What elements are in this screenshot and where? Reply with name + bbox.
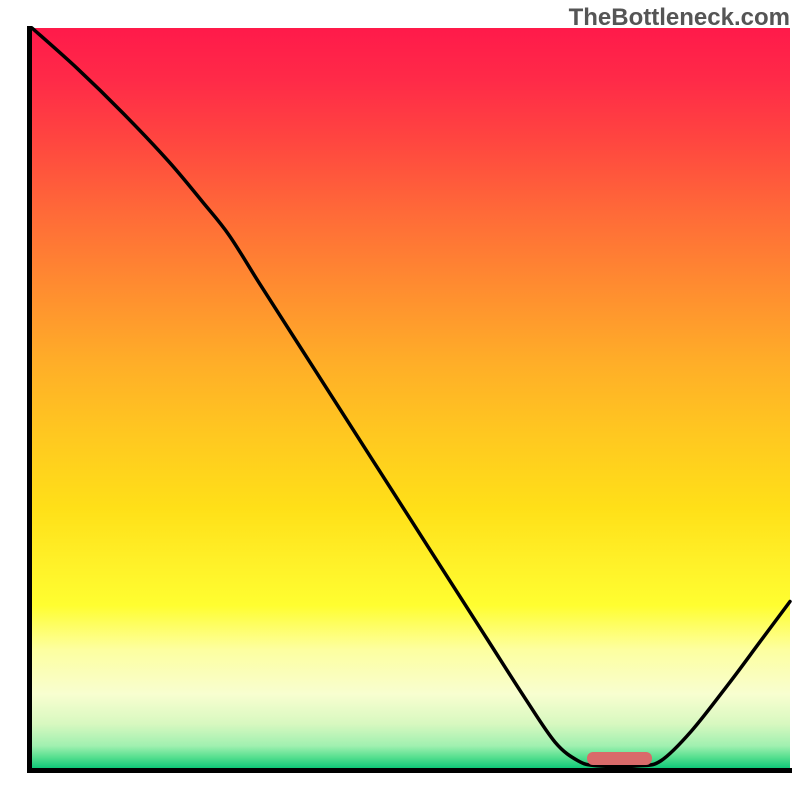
watermark-text: TheBottleneck.com bbox=[569, 4, 790, 32]
bottleneck-curve bbox=[32, 28, 790, 766]
x-axis bbox=[27, 768, 792, 773]
y-axis bbox=[27, 26, 32, 773]
curve-overlay bbox=[0, 0, 800, 800]
chart-container: TheBottleneck.com bbox=[0, 0, 800, 800]
optimal-marker bbox=[587, 752, 651, 765]
